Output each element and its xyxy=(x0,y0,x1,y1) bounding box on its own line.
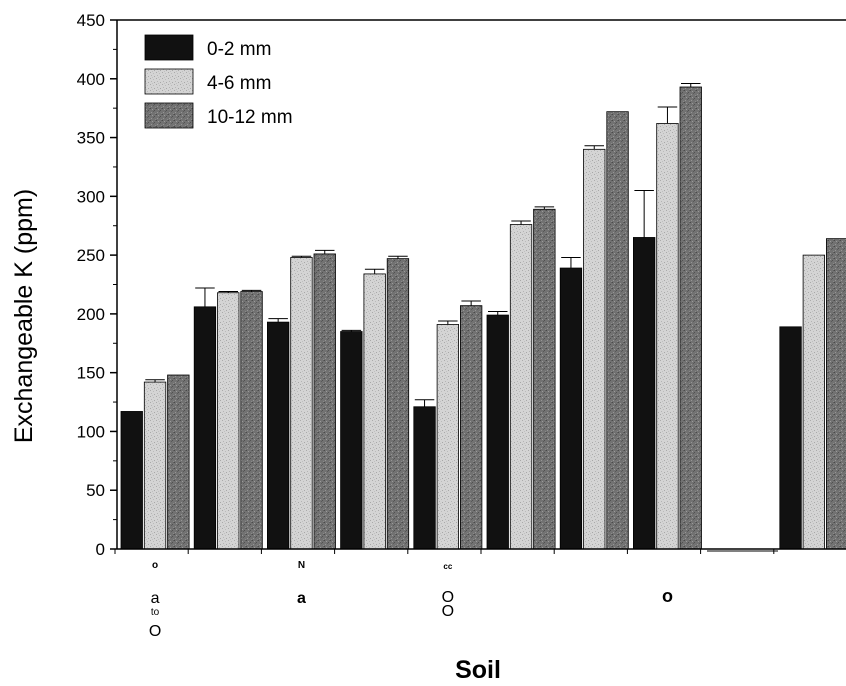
bar xyxy=(509,224,533,550)
bar xyxy=(217,292,240,550)
bar xyxy=(340,331,363,550)
x-annotation-label: to xyxy=(151,607,160,618)
x-annotation-label: o xyxy=(152,560,158,571)
y-tick-label: 0 xyxy=(96,540,105,559)
bar xyxy=(193,306,217,550)
bar xyxy=(656,123,679,550)
bar xyxy=(633,237,656,550)
legend-label: 10-12 mm xyxy=(207,107,293,128)
legend-swatch xyxy=(144,102,194,129)
bars-layer xyxy=(120,86,846,552)
bar xyxy=(779,326,802,550)
x-ticks-layer xyxy=(114,549,775,554)
y-ticks-layer: 0 50 100 150 200 250 300 350 400 450 xyxy=(77,11,117,559)
x-annotation-label: a xyxy=(151,590,160,607)
legend-label: 4-6 mm xyxy=(207,73,271,94)
y-tick-label: 50 xyxy=(86,481,105,500)
bar xyxy=(167,374,190,550)
legend-swatch xyxy=(144,34,194,61)
x-annotation-label: N xyxy=(298,560,305,571)
y-tick-label: 350 xyxy=(77,129,105,148)
bar xyxy=(363,273,386,550)
bar xyxy=(120,411,143,550)
bar xyxy=(266,321,290,550)
y-tick-label: 450 xyxy=(77,11,105,30)
bar xyxy=(826,238,846,550)
x-annotation-label: O xyxy=(442,589,454,606)
bar xyxy=(606,111,629,550)
bar xyxy=(240,291,263,550)
bar xyxy=(386,258,410,550)
legend: 0-2 mm 4-6 mm 10-12 mm xyxy=(124,30,324,140)
x-annotation-label: cc xyxy=(443,562,452,571)
y-tick-label: 250 xyxy=(77,246,105,265)
bar xyxy=(533,208,556,550)
legend-label: 0-2 mm xyxy=(207,39,271,60)
legend-swatch xyxy=(144,68,194,95)
x-annotation-label: o xyxy=(662,586,673,606)
bar xyxy=(436,324,460,550)
x-annotation-label: O xyxy=(149,623,161,640)
x-annotation-label: O xyxy=(442,603,454,620)
bar xyxy=(559,267,583,550)
y-tick-label: 150 xyxy=(77,364,105,383)
y-tick-label: 400 xyxy=(77,70,105,89)
y-tick-label: 100 xyxy=(77,422,105,441)
x-axis-title: Soil xyxy=(455,656,501,684)
y-axis-title: Exchangeable K (ppm) xyxy=(10,189,38,443)
y-tick-label: 200 xyxy=(77,305,105,324)
bar xyxy=(143,381,167,550)
bar xyxy=(486,314,509,550)
bar xyxy=(679,86,702,550)
bar xyxy=(290,257,313,550)
bar xyxy=(313,253,336,550)
bar xyxy=(413,406,436,550)
y-tick-label: 300 xyxy=(77,187,105,206)
error-bars-layer xyxy=(145,82,701,407)
bar xyxy=(802,254,825,550)
bar xyxy=(459,305,483,550)
x-annotation-label: a xyxy=(297,590,306,607)
bar xyxy=(583,148,606,550)
